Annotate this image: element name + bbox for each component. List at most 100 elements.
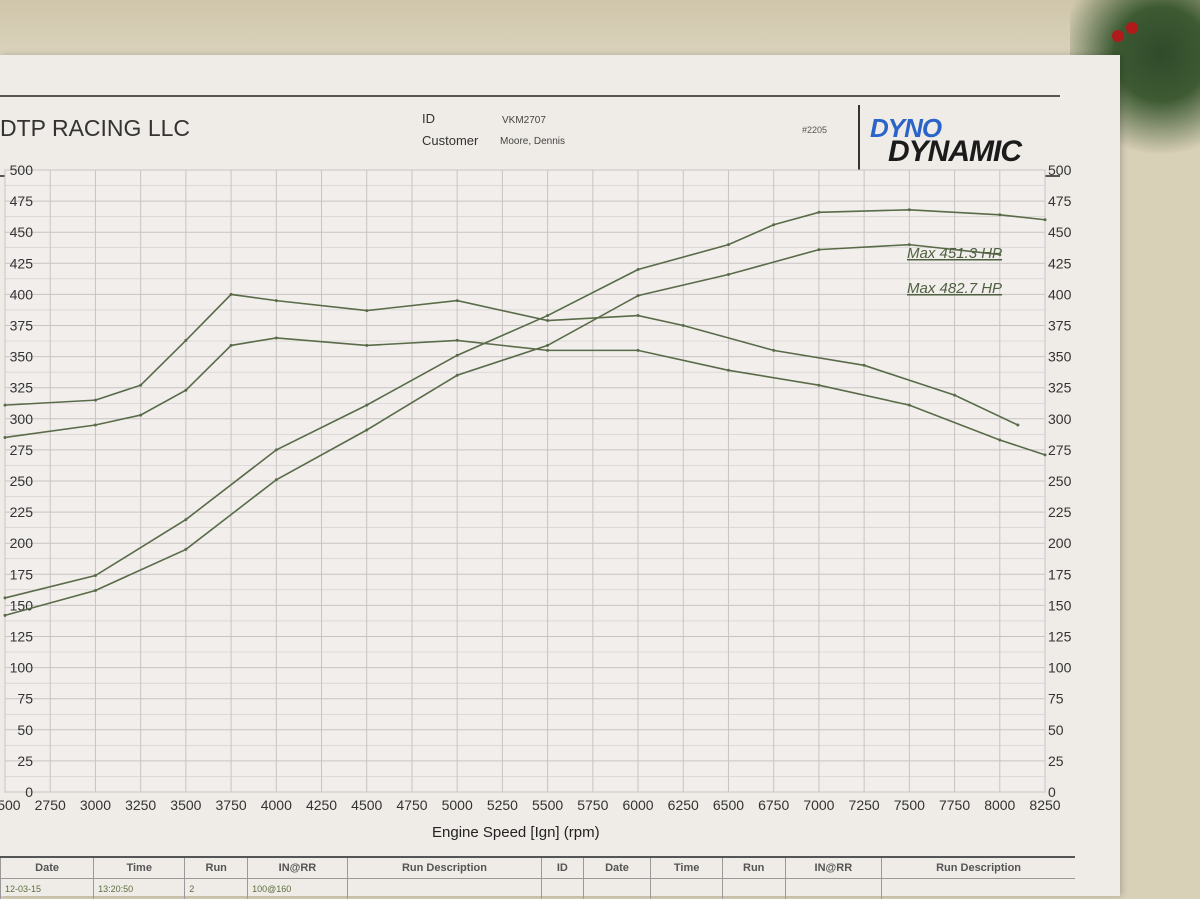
data-point <box>1044 218 1047 221</box>
y-tick-label: 500 <box>10 162 34 178</box>
x-tick-label: 4750 <box>396 797 427 813</box>
data-point <box>772 223 775 226</box>
y2-tick-label: 225 <box>1048 504 1072 520</box>
y-tick-label: 0 <box>25 784 33 800</box>
data-point <box>637 349 640 352</box>
data-point <box>4 404 7 407</box>
x-tick-label: 6750 <box>758 797 789 813</box>
data-point <box>817 384 820 387</box>
y-tick-label: 225 <box>10 504 34 520</box>
column-header: Time <box>651 857 722 879</box>
x-tick-label: 6000 <box>622 797 653 813</box>
y-tick-label: 425 <box>10 255 34 271</box>
data-point <box>546 319 549 322</box>
data-point <box>727 243 730 246</box>
y-tick-label: 350 <box>10 349 34 365</box>
data-point <box>275 336 278 339</box>
data-point <box>637 294 640 297</box>
y2-tick-label: 350 <box>1048 349 1072 365</box>
max-annotation: Max 482.7 HP <box>907 280 1002 297</box>
x-tick-label: 5500 <box>532 797 563 813</box>
y2-tick-label: 200 <box>1048 535 1072 551</box>
data-point <box>456 354 459 357</box>
x-tick-label: 6250 <box>668 797 699 813</box>
y2-tick-label: 150 <box>1048 597 1072 613</box>
y2-tick-label: 50 <box>1048 722 1064 738</box>
data-point <box>546 344 549 347</box>
data-point <box>637 268 640 271</box>
x-tick-label: 3500 <box>170 797 201 813</box>
data-point <box>546 349 549 352</box>
data-point <box>230 293 233 296</box>
data-point <box>230 344 233 347</box>
column-header: Run Description <box>347 857 541 879</box>
y-tick-label: 175 <box>10 566 34 582</box>
data-point <box>139 384 142 387</box>
y2-tick-label: 500 <box>1048 162 1072 178</box>
y2-tick-label: 425 <box>1048 255 1072 271</box>
y2-tick-label: 400 <box>1048 286 1072 302</box>
y-tick-label: 25 <box>17 753 33 769</box>
column-header: ID <box>542 857 583 879</box>
y2-tick-label: 475 <box>1048 193 1072 209</box>
y-tick-label: 325 <box>10 380 34 396</box>
data-point <box>456 299 459 302</box>
data-point <box>275 299 278 302</box>
data-point <box>4 614 7 617</box>
data-point <box>817 248 820 251</box>
y-tick-label: 50 <box>17 722 33 738</box>
y-tick-label: 75 <box>17 691 33 707</box>
data-point <box>998 213 1001 216</box>
x-tick-label: 7500 <box>894 797 925 813</box>
y2-tick-label: 125 <box>1048 629 1072 645</box>
y2-tick-label: 75 <box>1048 691 1064 707</box>
y-tick-label: 400 <box>10 286 34 302</box>
x-tick-label: 3250 <box>125 797 156 813</box>
y2-tick-label: 275 <box>1048 442 1072 458</box>
column-header: Run <box>185 857 248 879</box>
data-point <box>456 339 459 342</box>
x-tick-label: 6500 <box>713 797 744 813</box>
x-axis-label: Engine Speed [Ign] (rpm) <box>432 824 600 841</box>
y2-tick-label: 0 <box>1048 784 1056 800</box>
x-tick-label: 7250 <box>849 797 880 813</box>
data-point <box>4 436 7 439</box>
x-tick-label: 7750 <box>939 797 970 813</box>
data-point <box>1044 453 1047 456</box>
data-point <box>772 349 775 352</box>
data-point <box>275 448 278 451</box>
x-tick-label: 5750 <box>577 797 608 813</box>
y2-tick-label: 325 <box>1048 380 1072 396</box>
data-point <box>184 548 187 551</box>
data-point <box>998 438 1001 441</box>
y-tick-label: 250 <box>10 473 34 489</box>
x-tick-label: 4250 <box>306 797 337 813</box>
data-point <box>94 424 97 427</box>
x-tick-label: 4500 <box>351 797 382 813</box>
x-tick-label: 3000 <box>80 797 111 813</box>
data-point <box>546 314 549 317</box>
data-point <box>184 518 187 521</box>
data-point <box>727 273 730 276</box>
y2-tick-label: 250 <box>1048 473 1072 489</box>
data-point <box>456 374 459 377</box>
column-header: Date <box>1 857 94 879</box>
y-tick-label: 475 <box>10 193 34 209</box>
data-point <box>275 478 278 481</box>
y2-tick-label: 175 <box>1048 566 1072 582</box>
data-point <box>365 309 368 312</box>
y-tick-label: 450 <box>10 224 34 240</box>
x-tick-label: 2750 <box>35 797 66 813</box>
y-tick-label: 125 <box>10 629 34 645</box>
data-point <box>184 389 187 392</box>
data-point <box>365 428 368 431</box>
data-point <box>682 324 685 327</box>
data-point <box>94 589 97 592</box>
data-point <box>139 414 142 417</box>
column-header: Run <box>722 857 785 879</box>
column-header: Time <box>94 857 185 879</box>
y2-tick-label: 100 <box>1048 660 1072 676</box>
data-point <box>817 211 820 214</box>
